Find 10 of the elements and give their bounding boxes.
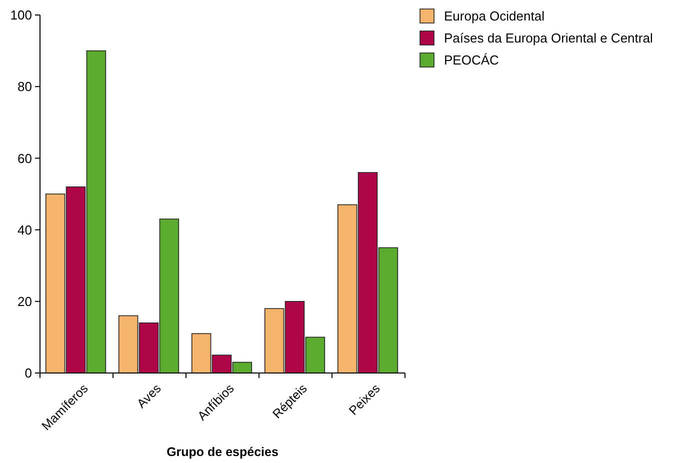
x-axis-title: Grupo de espécies [166, 445, 278, 459]
y-tick-label: 40 [18, 222, 32, 238]
legend-label: Países da Europa Oriental e Central [444, 30, 653, 46]
legend-label: Europa Ocidental [444, 8, 545, 24]
y-tick-label: 0 [24, 366, 32, 381]
legend-label: PEOCÁC [444, 52, 499, 68]
y-tick-label: 60 [18, 150, 32, 166]
y-tick-label: 20 [18, 294, 32, 309]
y-tick-label: 100 [10, 8, 32, 23]
y-tick-label: 80 [18, 79, 32, 94]
